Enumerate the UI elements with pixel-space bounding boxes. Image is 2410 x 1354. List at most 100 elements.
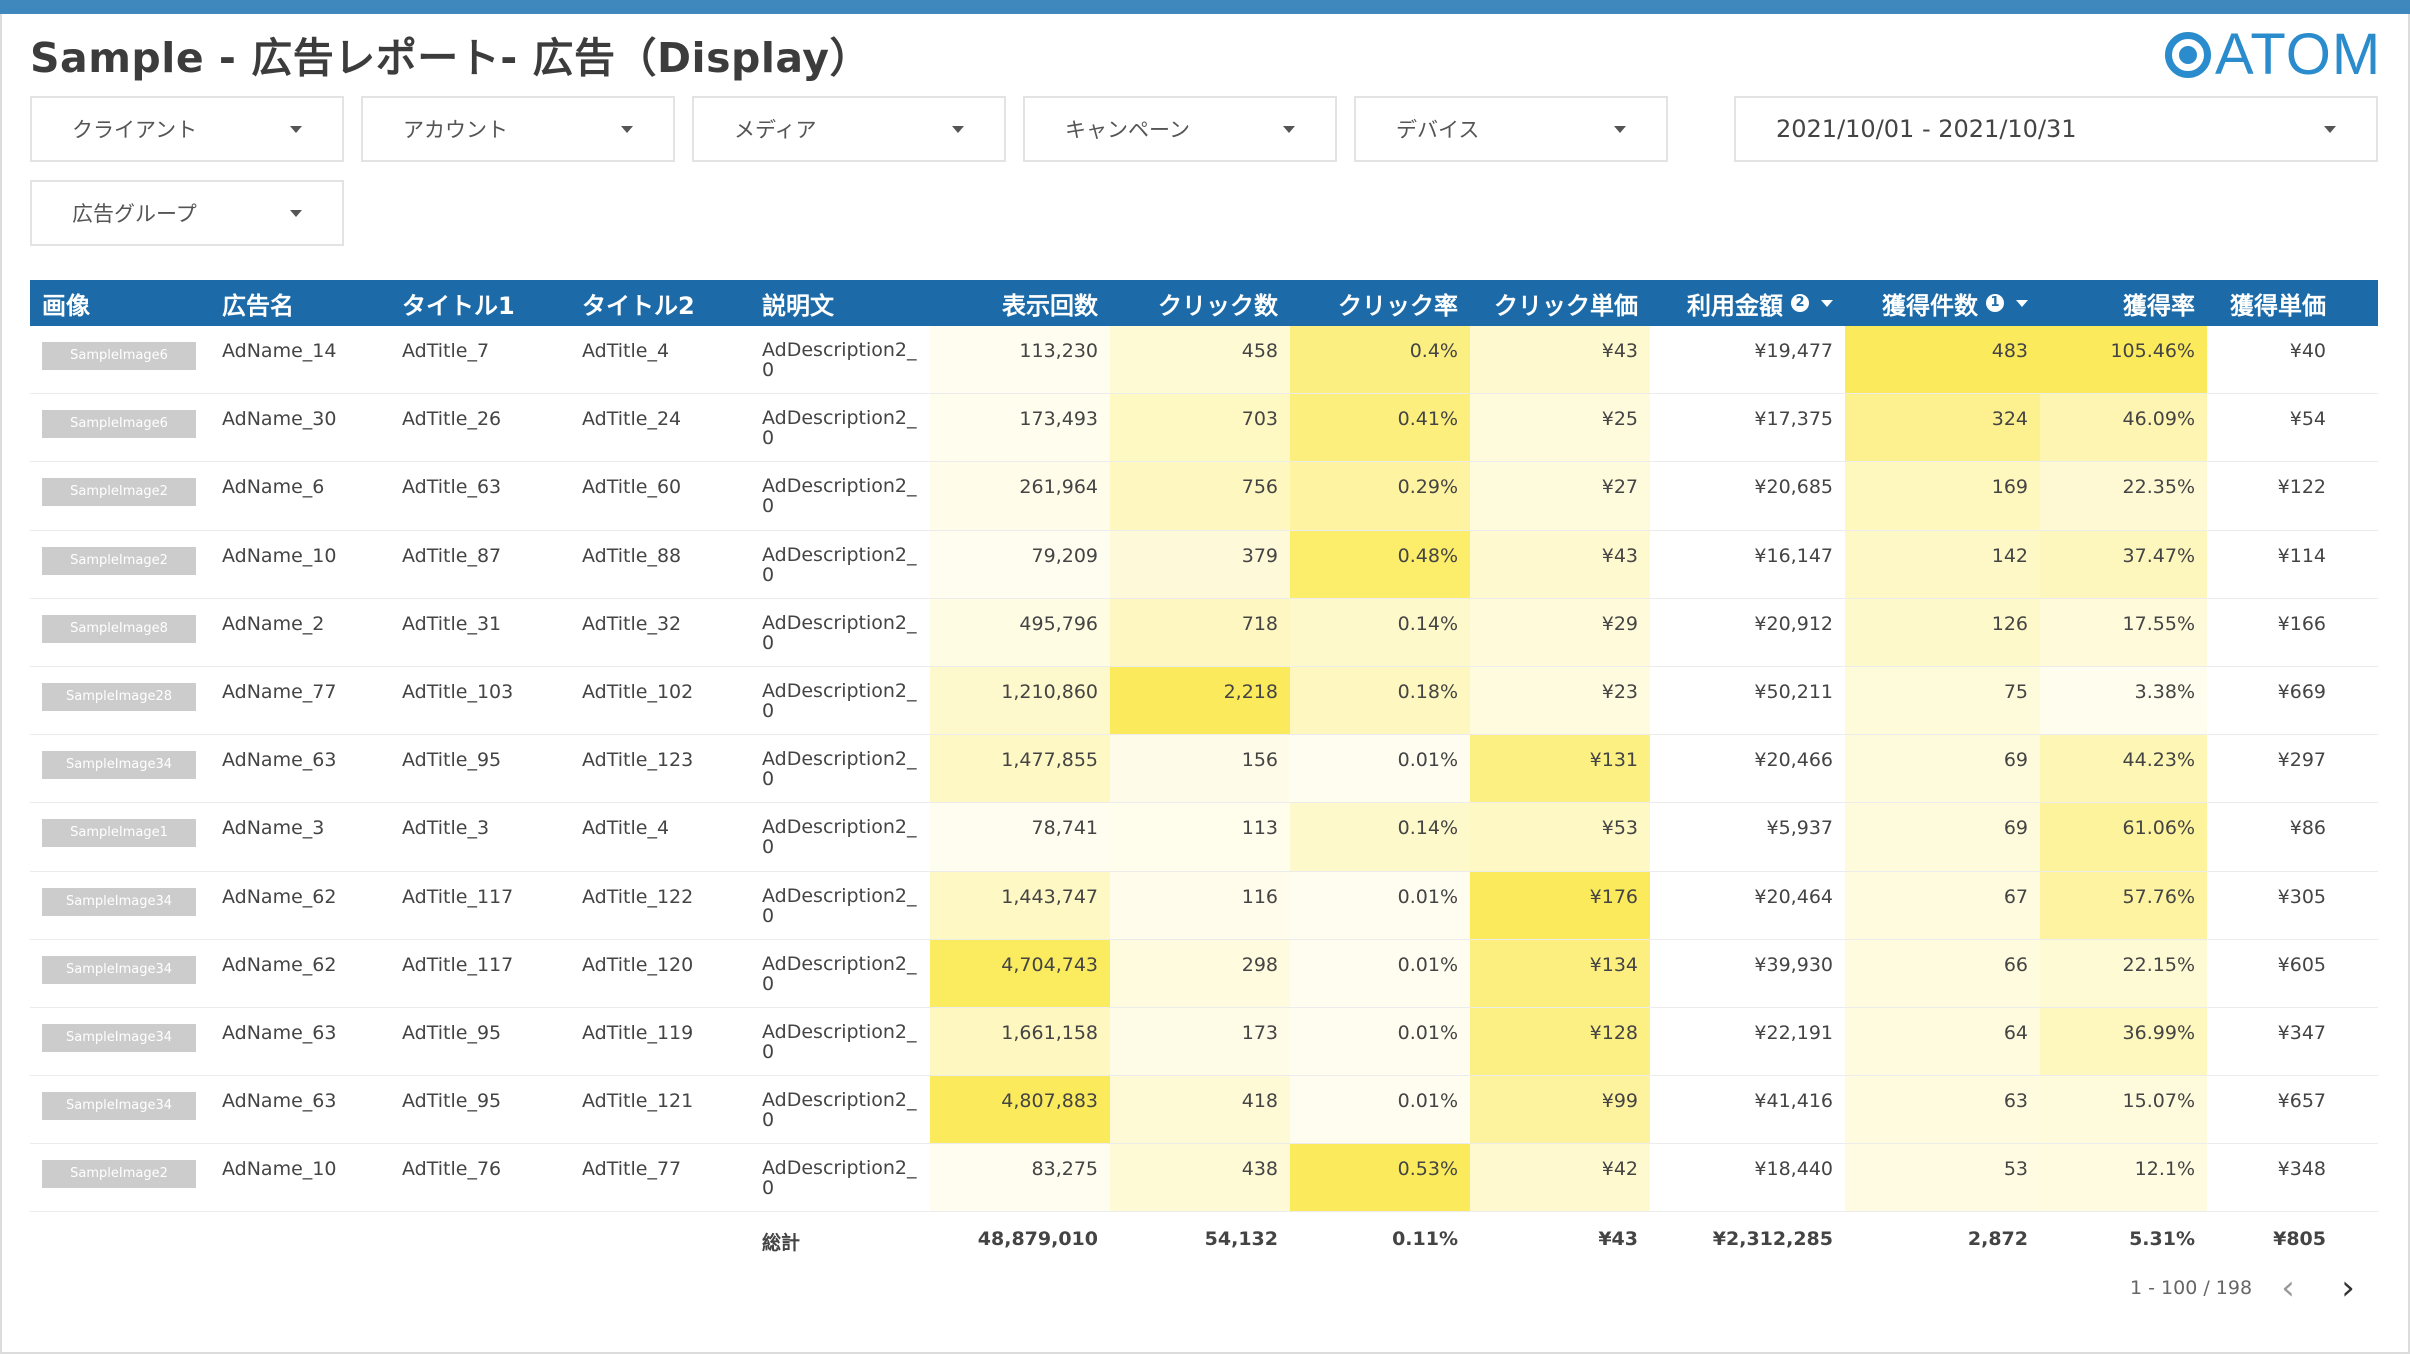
column-header-cpc[interactable]: クリック単価 — [1470, 280, 1650, 326]
table-row[interactable]: SampleImage1 AdName_3 AdTitle_3 AdTitle_4 Ad… — [30, 803, 2378, 872]
ad-image-thumbnail[interactable]: SampleImage34 — [42, 955, 196, 984]
column-header-label: クリック単価 — [1494, 291, 1638, 320]
cell-impressions: 83,275 — [930, 1144, 1110, 1212]
cell-description: AdDescription2_0 — [762, 543, 917, 586]
cell-clicks: 438 — [1110, 1144, 1290, 1212]
cell-cost: ¥41,416 — [1754, 1090, 1833, 1113]
ad-image-thumbnail[interactable]: SampleImage34 — [42, 887, 196, 916]
ad-image-thumbnail[interactable]: SampleImage2 — [42, 546, 196, 575]
ad-image-thumbnail[interactable]: SampleImage1 — [42, 819, 196, 848]
cell-cvr: 22.35% — [2040, 462, 2207, 530]
ad-image-thumbnail[interactable]: SampleImage6 — [42, 342, 196, 370]
chevron-down-icon — [952, 125, 964, 133]
column-header-title1[interactable]: タイトル1 — [390, 280, 570, 326]
column-header-ad-name[interactable]: 広告名 — [210, 280, 390, 326]
cell-clicks: 173 — [1110, 1007, 1290, 1076]
ad-image-thumbnail[interactable]: SampleImage2 — [42, 478, 196, 507]
date-range-label: 2021/10/01 - 2021/10/31 — [1776, 115, 2077, 143]
table-row[interactable]: SampleImage6 AdName_30 AdTitle_26 AdTitle_2… — [30, 394, 2378, 463]
cell-ctr: 0.53% — [1290, 1144, 1470, 1212]
cell-cvr: 12.1% — [2040, 1144, 2207, 1212]
table-row[interactable]: SampleImage2 AdName_6 AdTitle_63 AdTitle_60… — [30, 462, 2378, 531]
column-header-title2[interactable]: タイトル2 — [570, 280, 750, 326]
cell-title1: AdTitle_95 — [402, 749, 502, 772]
filter-device[interactable]: デバイス — [1354, 96, 1668, 162]
table-row[interactable]: SampleImage34 AdName_62 AdTitle_117 AdTitle… — [30, 939, 2378, 1008]
column-header-cpa[interactable]: 獲得単価 — [2207, 280, 2338, 326]
column-header-description[interactable]: 説明文 — [750, 280, 930, 326]
cell-clicks: 718 — [1110, 598, 1290, 666]
column-header-clicks[interactable]: クリック数 — [1110, 280, 1290, 326]
cell-cpc: ¥99 — [1470, 1076, 1650, 1144]
sort-order-badge-icon: 2 — [1791, 294, 1809, 312]
next-page-icon[interactable]: › — [2341, 1268, 2355, 1308]
logo-text: ATOM — [2215, 22, 2382, 87]
cell-ad-name: AdName_10 — [222, 1158, 337, 1181]
cell-cpc: ¥131 — [1470, 735, 1650, 803]
table-row[interactable]: SampleImage8 AdName_2 AdTitle_31 AdTitle_32… — [30, 598, 2378, 667]
ad-image-thumbnail[interactable]: SampleImage6 — [42, 410, 196, 439]
cell-description: AdDescription2_0 — [762, 407, 917, 450]
cell-cvr: 3.38% — [2040, 666, 2207, 735]
cell-image: SampleImage2 — [30, 531, 210, 598]
ad-image-thumbnail[interactable]: SampleImage28 — [42, 682, 196, 711]
cell-conversions: 324 — [1845, 394, 2040, 462]
table-row[interactable]: SampleImage28 AdName_77 AdTitle_103 AdTitle… — [30, 666, 2378, 736]
date-range-picker[interactable]: 2021/10/01 - 2021/10/31 — [1734, 96, 2378, 162]
chevron-down-icon — [621, 125, 633, 133]
pagination: 1 - 100 / 198 ‹ › — [2130, 1264, 2372, 1312]
cell-ctr: 0.01% — [1290, 871, 1470, 939]
cell-clicks: 2,218 — [1110, 666, 1290, 735]
cell-cpa: ¥657 — [2277, 1090, 2326, 1113]
ad-image-thumbnail[interactable]: SampleImage34 — [42, 1092, 196, 1121]
column-header-label: 広告名 — [222, 291, 294, 320]
cell-ad-name: AdName_6 — [222, 476, 325, 499]
column-header-cvr[interactable]: 獲得率 — [2040, 280, 2207, 326]
cell-clicks: 156 — [1110, 735, 1290, 803]
filter-ad-group[interactable]: 広告グループ — [30, 180, 344, 246]
ad-image-thumbnail[interactable]: SampleImage34 — [42, 1023, 196, 1052]
ad-image-thumbnail[interactable]: SampleImage34 — [42, 751, 196, 780]
cell-cpa: ¥54 — [2289, 408, 2326, 431]
filter-client[interactable]: クライアント — [30, 96, 344, 162]
cell-title1: AdTitle_26 — [402, 408, 502, 431]
table-row[interactable]: SampleImage34 AdName_63 AdTitle_95 AdTitle_… — [30, 1076, 2378, 1145]
table-row[interactable]: SampleImage2 AdName_10 AdTitle_87 AdTitle_8… — [30, 530, 2378, 599]
cell-cost: ¥20,912 — [1754, 612, 1833, 635]
table-row[interactable]: SampleImage6 AdName_14 AdTitle_7 AdTitle_4 A… — [30, 326, 2378, 395]
cell-clicks: 703 — [1110, 394, 1290, 462]
filter-account[interactable]: アカウント — [361, 96, 675, 162]
table-row[interactable]: SampleImage34 AdName_63 AdTitle_95 AdTitle_… — [30, 1007, 2378, 1077]
chevron-down-icon — [1614, 125, 1626, 133]
table-row[interactable]: SampleImage34 AdName_62 AdTitle_117 AdTitle… — [30, 871, 2378, 940]
ad-image-thumbnail[interactable]: SampleImage8 — [42, 614, 196, 643]
cell-clicks: 458 — [1110, 326, 1290, 394]
prev-page-icon[interactable]: ‹ — [2281, 1268, 2295, 1308]
table-row[interactable]: SampleImage2 AdName_10 AdTitle_76 AdTitle_7… — [30, 1144, 2378, 1213]
cell-image: SampleImage34 — [30, 940, 210, 1007]
column-header-cost[interactable]: 利用金額 2 — [1650, 280, 1845, 326]
filter-campaign[interactable]: キャンペーン — [1023, 96, 1337, 162]
cell-ctr: 0.18% — [1290, 666, 1470, 735]
column-header-impressions[interactable]: 表示回数 — [930, 280, 1110, 326]
table-row[interactable]: SampleImage34 AdName_63 AdTitle_95 AdTitle_… — [30, 735, 2378, 804]
column-header-ctr[interactable]: クリック率 — [1290, 280, 1470, 326]
cell-image: SampleImage2 — [30, 1144, 210, 1211]
cell-cost: ¥18,440 — [1754, 1158, 1833, 1181]
column-header-conversions[interactable]: 獲得件数 1 — [1845, 280, 2040, 326]
cell-impressions: 78,741 — [930, 803, 1110, 871]
cell-title1: AdTitle_95 — [402, 1021, 502, 1044]
cell-title2: AdTitle_119 — [582, 1021, 694, 1044]
column-header-image[interactable]: 画像 — [30, 280, 210, 326]
column-header-label: 利用金額 — [1687, 291, 1783, 320]
cell-impressions: 1,477,855 — [930, 735, 1110, 803]
ad-image-thumbnail[interactable]: SampleImage2 — [42, 1160, 196, 1189]
table-totals-row: 総計 48,879,010 54,132 0.11% ¥43 ¥2,312,285 2,87… — [30, 1212, 2378, 1262]
cell-cpc: ¥43 — [1470, 326, 1650, 394]
cell-description: AdDescription2_0 — [762, 748, 917, 791]
cell-cpa: ¥114 — [2277, 544, 2326, 567]
cell-cpa: ¥86 — [2289, 817, 2326, 840]
cell-title2: AdTitle_121 — [582, 1090, 694, 1113]
cell-cost: ¥20,464 — [1754, 885, 1833, 908]
filter-media[interactable]: メディア — [692, 96, 1006, 162]
